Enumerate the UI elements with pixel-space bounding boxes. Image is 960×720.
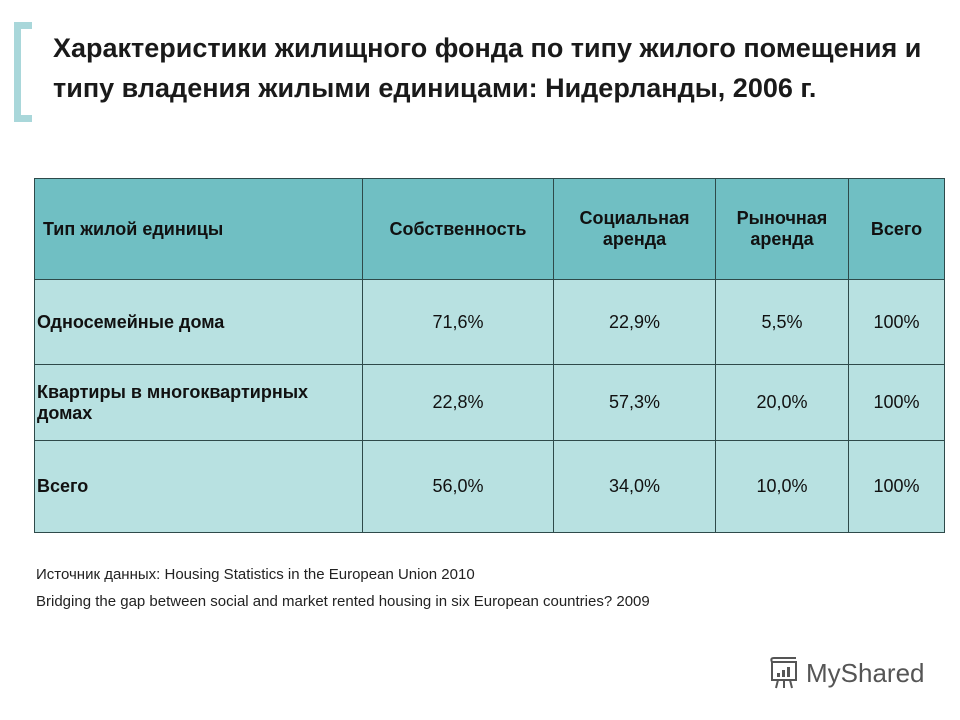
cell: 71,6% — [362, 279, 554, 365]
cell: 5,5% — [715, 279, 849, 365]
row-label: Квартиры в многоквартирных домах — [34, 364, 363, 441]
cell: 100% — [848, 440, 945, 533]
header-type: Тип жилой единицы — [34, 178, 363, 280]
table-row: Квартиры в многоквартирных домах 22,8% 5… — [34, 364, 945, 441]
row-label: Всего — [34, 440, 363, 533]
row-label: Односемейные дома — [34, 279, 363, 365]
decorative-bracket — [14, 22, 32, 122]
presentation-board-icon — [770, 657, 797, 689]
header-total: Всего — [848, 178, 945, 280]
housing-table: Тип жилой единицы Собственность Социальн… — [34, 178, 945, 533]
source-line-2: Bridging the gap between social and mark… — [36, 593, 650, 610]
header-row: Тип жилой единицы Собственность Социальн… — [34, 178, 945, 280]
header-social-rent: Социальная аренда — [553, 178, 716, 280]
cell: 57,3% — [553, 364, 716, 441]
logo-text: MyShared — [806, 657, 925, 688]
slide-title: Характеристики жилищного фонда по типу ж… — [53, 33, 922, 103]
cell: 100% — [848, 364, 945, 441]
table-row: Односемейные дома 71,6% 22,9% 5,5% 100% — [34, 279, 945, 365]
cell: 22,9% — [553, 279, 716, 365]
cell: 100% — [848, 279, 945, 365]
myshared-logo: MyShared — [768, 656, 925, 690]
cell: 22,8% — [362, 364, 554, 441]
table-row: Всего 56,0% 34,0% 10,0% 100% — [34, 440, 945, 533]
cell: 20,0% — [715, 364, 849, 441]
cell: 56,0% — [362, 440, 554, 533]
header-market-rent: Рыночная аренда — [715, 178, 849, 280]
cell: 10,0% — [715, 440, 849, 533]
header-ownership: Собственность — [362, 178, 554, 280]
source-line-1: Источник данных: Housing Statistics in t… — [36, 566, 475, 583]
cell: 34,0% — [553, 440, 716, 533]
